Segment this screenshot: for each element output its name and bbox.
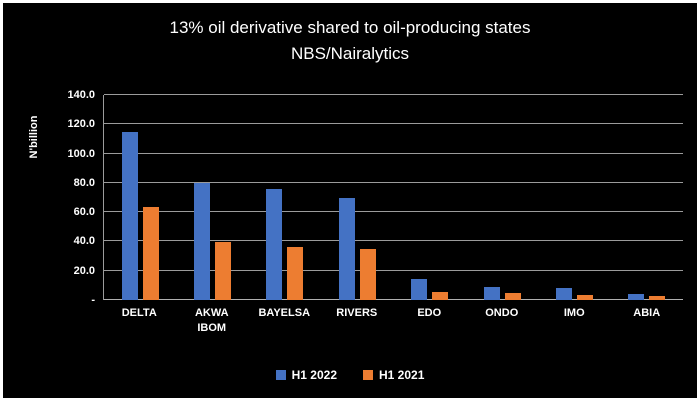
- legend-label: H1 2022: [291, 368, 337, 382]
- legend-swatch-icon: [363, 370, 373, 380]
- y-tick-label: 120.0: [67, 118, 95, 131]
- legend-item-h1-2022: H1 2022: [275, 368, 337, 382]
- bar-h1-2021: [649, 296, 666, 300]
- bar-h1-2021: [359, 248, 376, 300]
- bar-group-abia: [611, 95, 683, 300]
- bar-group-edo: [394, 95, 466, 300]
- chart-subtitle: NBS/Nairalytics: [290, 44, 410, 63]
- legend-item-h1-2021: H1 2021: [363, 368, 424, 382]
- plot-area: [103, 94, 683, 300]
- x-axis-label: AKWA IBOM: [194, 307, 229, 334]
- y-tick-label: 100.0: [67, 147, 95, 160]
- gridline: [104, 94, 683, 95]
- bar-h1-2022: [121, 132, 138, 300]
- bar-h1-2022: [266, 188, 283, 300]
- bar-group-bayelsa: [249, 95, 321, 300]
- y-tick-label: 60.0: [73, 206, 95, 219]
- x-axis-label: ONDO: [485, 307, 519, 319]
- x-axis-labels: DELTA AKWA IBOM BAYELSA RIVERS EDO ONDO IMO ABI…: [103, 306, 683, 336]
- gridline: [104, 181, 683, 183]
- legend-label: H1 2021: [379, 368, 425, 382]
- x-axis-label: IMO: [563, 307, 585, 319]
- chart-title: 13% oil derivative shared to oil-produci…: [169, 18, 531, 37]
- bar-h1-2021: [432, 291, 449, 300]
- x-axis-label: BAYELSA: [258, 307, 311, 319]
- y-tick-label: 140.0: [67, 89, 95, 101]
- y-tick-label: 20.0: [73, 264, 95, 277]
- bar-h1-2021: [142, 207, 159, 300]
- y-axis-tick-labels: - 20.0 40.0 60.0 80.0 100.0 120.0 140.0: [33, 89, 95, 306]
- bar-group-imo: [538, 95, 610, 300]
- gridline: [104, 152, 683, 154]
- gridline: [104, 269, 683, 271]
- bar-group-delta: [104, 95, 176, 300]
- legend-swatch-icon: [275, 370, 286, 380]
- bar-h1-2022: [555, 288, 572, 300]
- bar-group-akwa-ibom: [176, 95, 248, 300]
- x-axis-label: ABIA: [633, 307, 661, 319]
- bar-h1-2021: [504, 292, 521, 300]
- bar-h1-2021: [215, 242, 232, 300]
- bar-h1-2021: [576, 294, 593, 300]
- y-tick-label: 80.0: [73, 176, 95, 189]
- gridline: [104, 299, 683, 300]
- x-axis-label: DELTA: [121, 307, 157, 319]
- bar-h1-2022: [411, 278, 428, 300]
- bar-h1-2022: [194, 182, 211, 300]
- legend: H1 2022 H1 2021: [3, 368, 697, 382]
- chart-background: 13% oil derivative shared to oil-produci…: [3, 3, 697, 398]
- x-axis-label: RIVERS: [336, 307, 378, 319]
- bar-group-rivers: [321, 95, 393, 300]
- bar-group-ondo: [466, 95, 538, 300]
- y-tick-label: 40.0: [73, 235, 95, 248]
- gridline: [104, 211, 683, 213]
- bar-h1-2022: [338, 197, 355, 300]
- bar-groups: [104, 95, 683, 300]
- gridline: [104, 123, 683, 125]
- x-axis-label: EDO: [417, 307, 442, 319]
- title-block: 13% oil derivative shared to oil-produci…: [3, 15, 697, 67]
- bar-h1-2021: [287, 247, 304, 300]
- gridline: [104, 240, 683, 242]
- bar-h1-2022: [483, 286, 500, 300]
- y-tick-label: -: [91, 294, 95, 306]
- bar-h1-2022: [628, 294, 645, 300]
